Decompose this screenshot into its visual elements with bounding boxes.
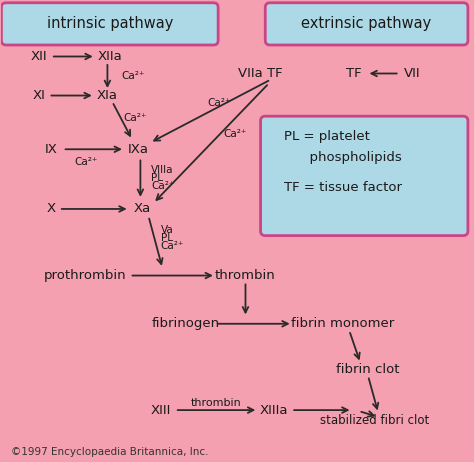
FancyBboxPatch shape (261, 116, 468, 236)
Text: fibrinogen: fibrinogen (152, 317, 220, 330)
Text: IXa: IXa (128, 143, 148, 156)
Text: fibrin clot: fibrin clot (336, 363, 400, 376)
Text: Ca²⁺: Ca²⁺ (123, 114, 146, 123)
Text: fibrin monomer: fibrin monomer (292, 317, 395, 330)
Text: TF: TF (346, 67, 362, 80)
Text: XII: XII (31, 50, 47, 63)
Text: Ca²⁺: Ca²⁺ (208, 98, 231, 108)
Text: X: X (46, 202, 55, 215)
Text: VIIIa: VIIIa (151, 165, 174, 176)
FancyBboxPatch shape (265, 3, 468, 45)
Text: VIIa TF: VIIa TF (238, 67, 283, 80)
Text: XIII: XIII (150, 404, 171, 417)
Text: XI: XI (33, 89, 46, 102)
Text: Va: Va (161, 225, 173, 235)
Text: Ca²⁺: Ca²⁺ (151, 181, 174, 191)
Text: Ca²⁺: Ca²⁺ (161, 241, 184, 251)
Text: Xa: Xa (133, 202, 150, 215)
Text: Ca²⁺: Ca²⁺ (223, 128, 246, 139)
Text: thrombin: thrombin (191, 398, 241, 408)
Text: phospholipids: phospholipids (284, 151, 402, 164)
Text: ©1997 Encyclopaedia Britannica, Inc.: ©1997 Encyclopaedia Britannica, Inc. (11, 447, 208, 457)
Text: intrinsic pathway: intrinsic pathway (46, 16, 173, 31)
Text: PL: PL (161, 233, 173, 243)
Text: PL = platelet: PL = platelet (284, 130, 370, 143)
Text: XIIa: XIIa (97, 50, 122, 63)
Text: XIIIa: XIIIa (259, 404, 288, 417)
Text: PL: PL (151, 173, 163, 183)
Text: stabilized fibri clot: stabilized fibri clot (320, 413, 429, 427)
Text: TF = tissue factor: TF = tissue factor (284, 181, 402, 194)
Text: IX: IX (45, 143, 57, 156)
Text: XIa: XIa (97, 89, 118, 102)
Text: prothrombin: prothrombin (44, 269, 127, 282)
FancyBboxPatch shape (1, 3, 218, 45)
Text: extrinsic pathway: extrinsic pathway (301, 16, 432, 31)
Text: VII: VII (404, 67, 420, 80)
Text: Ca²⁺: Ca²⁺ (74, 157, 98, 167)
Text: Ca²⁺: Ca²⁺ (121, 71, 145, 81)
Text: thrombin: thrombin (215, 269, 276, 282)
